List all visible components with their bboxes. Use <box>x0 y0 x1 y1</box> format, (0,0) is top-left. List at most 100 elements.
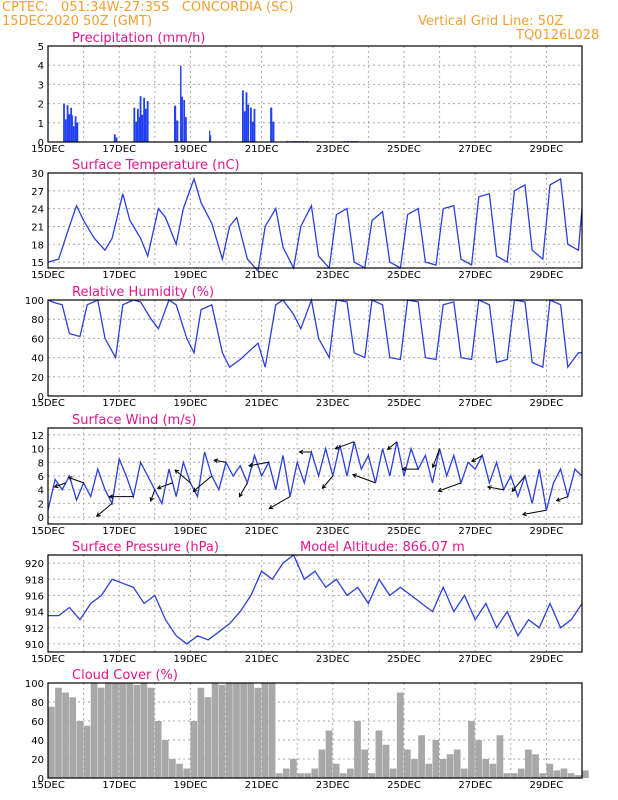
xtick-label: 17DEC <box>102 654 136 665</box>
wind-arrow-shaft <box>96 503 113 517</box>
wind-arrow-head <box>213 458 219 464</box>
cloud-bar <box>539 773 546 778</box>
wind-arrow-shaft <box>556 496 568 502</box>
wind-arrow-head <box>401 466 407 472</box>
xtick-label: 27DEC <box>458 526 492 537</box>
xtick-label: 15DEC <box>31 398 65 409</box>
wind-arrow-shaft <box>238 482 248 497</box>
wind-arrow-shaft <box>352 474 376 484</box>
precip-bar <box>139 96 142 142</box>
cloud-bar <box>240 683 247 778</box>
wind-arrow-head <box>156 484 162 490</box>
wind-arrow-shaft <box>174 469 191 484</box>
xtick-label: 27DEC <box>458 780 492 791</box>
xtick-label: 19DEC <box>174 398 208 409</box>
cloud-bar <box>190 721 198 778</box>
ytick-label: 912 <box>25 624 44 635</box>
wind-arrow-shaft <box>248 461 269 467</box>
wind-arrow-head <box>238 492 244 498</box>
precip-title: Precipitation (mm/h) <box>72 31 205 46</box>
cloud-bar <box>183 768 190 778</box>
xtick-label: 27DEC <box>458 654 492 665</box>
cloud-bar <box>169 759 176 778</box>
xtick-label: 17DEC <box>102 398 136 409</box>
ytick-label: 60 <box>31 717 44 728</box>
cloud-bar <box>432 740 440 778</box>
xtick-label: 15DEC <box>31 144 65 155</box>
cloud-bar <box>574 775 582 778</box>
xtick-label: 17DEC <box>102 270 136 281</box>
cloud-bar <box>147 687 155 778</box>
xtick-label: 25DEC <box>387 780 421 791</box>
xtick-label: 23DEC <box>316 270 350 281</box>
precip-bar <box>135 121 137 142</box>
xtick-label: 21DEC <box>245 780 279 791</box>
wind-arrow-shaft <box>322 475 334 489</box>
xtick-label: 25DEC <box>387 270 421 281</box>
ytick-label: 914 <box>25 608 44 619</box>
precip-bar <box>66 105 69 142</box>
xtick-label: 15DEC <box>31 526 65 537</box>
precip-bar <box>180 65 182 142</box>
wind-arrow-head <box>247 462 253 468</box>
wind-arrow-shaft <box>511 475 526 492</box>
rh-title: Relative Humidity (%) <box>72 285 214 300</box>
wind-arrow-head <box>268 504 274 510</box>
precip-bar <box>181 96 183 142</box>
cloud-bar <box>197 687 205 778</box>
ytick-label: 6 <box>38 472 44 483</box>
xtick-label: 29DEC <box>530 144 564 155</box>
cloud-bar <box>55 687 62 778</box>
model-code-label: TQ0126L028 <box>516 28 600 43</box>
wind-arrow-shaft <box>150 489 156 502</box>
precip-bar <box>247 104 250 142</box>
cloud-bar <box>268 683 276 778</box>
cloud-bar <box>446 754 454 778</box>
wind-arrow-head <box>334 445 340 450</box>
xtick-label: 29DEC <box>530 398 564 409</box>
precip-bar <box>145 108 147 142</box>
precip-bar <box>209 130 211 142</box>
ytick-label: 24 <box>31 205 44 216</box>
cloud-bar <box>453 749 461 778</box>
wind-arrow-shaft <box>193 475 213 492</box>
cloud-bar <box>48 706 55 778</box>
cloud-bar <box>297 773 304 778</box>
wind-frame <box>47 427 583 525</box>
wind-arrow-head <box>386 445 392 451</box>
cloud-title: Cloud Cover (%) <box>72 668 178 683</box>
xtick-label: 29DEC <box>530 654 564 665</box>
grid-note-label: Vertical Grid Line: 50Z <box>418 14 564 29</box>
precip-bar <box>143 97 146 142</box>
cloud-bar <box>126 683 134 778</box>
xtick-label: 25DEC <box>387 654 421 665</box>
wind-arrow-head <box>149 496 155 502</box>
xtick-label: 27DEC <box>458 144 492 155</box>
xtick-label: 21DEC <box>245 144 279 155</box>
wind-arrow-head <box>437 487 443 493</box>
ytick-label: 80 <box>31 315 44 326</box>
cloud-bar <box>347 768 354 778</box>
wind-arrow-shaft <box>438 482 462 492</box>
ytick-label: 100 <box>25 296 44 307</box>
ytick-label: 30 <box>31 169 44 180</box>
cloud-bar <box>546 763 554 778</box>
precip-bar <box>133 107 136 142</box>
ytick-label: 910 <box>25 640 44 651</box>
precip-bar <box>176 120 179 142</box>
temp-title: Surface Temperature (nC) <box>72 158 240 173</box>
wind-arrow-head <box>486 485 492 490</box>
cloud-bar <box>332 763 340 778</box>
rh-frame <box>47 299 583 397</box>
precip-bar <box>253 108 256 142</box>
wind-arrow-head <box>431 463 437 469</box>
precip-bar <box>243 111 246 142</box>
cloud-bar <box>104 683 112 778</box>
cloud-bar <box>354 721 361 778</box>
cloud-bar <box>439 759 447 778</box>
cloud-bar <box>133 684 141 778</box>
pressure-series-line <box>48 553 583 645</box>
cloud-bar <box>247 683 255 778</box>
wind-arrow-head <box>298 449 304 455</box>
